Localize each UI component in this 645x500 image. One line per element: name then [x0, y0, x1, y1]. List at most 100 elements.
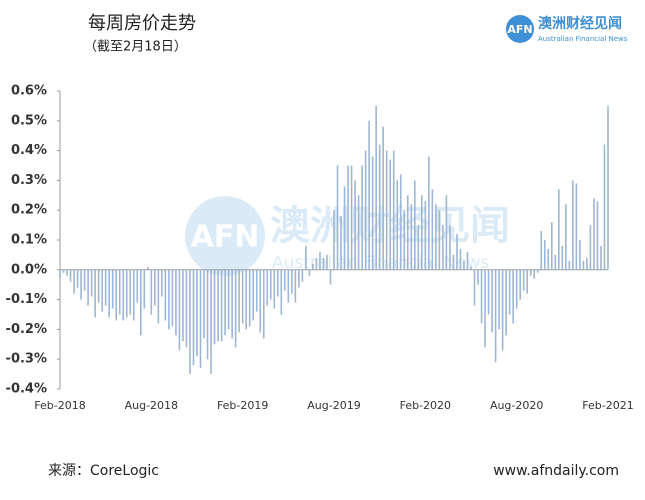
bar — [291, 269, 293, 294]
x-tick-label: Aug-2019 — [307, 399, 360, 412]
bar — [94, 269, 96, 318]
bar — [164, 269, 167, 321]
y-tick-label: 0.1% — [11, 233, 47, 248]
bar — [463, 260, 465, 270]
bar — [206, 269, 209, 360]
bar — [607, 105, 609, 270]
bar — [62, 269, 65, 273]
bar — [505, 269, 507, 336]
bar — [357, 195, 360, 270]
source: 来源：CoreLogic — [48, 463, 159, 479]
bar — [343, 186, 346, 270]
bar — [161, 269, 163, 297]
bar — [87, 269, 89, 306]
bar — [547, 248, 550, 270]
x-tick-label: Feb-2020 — [400, 399, 451, 412]
x-tick-label: Feb-2019 — [217, 399, 268, 412]
bar — [182, 269, 184, 342]
logo-en: Australian Financial News — [538, 35, 628, 43]
y-tick-label: 0.0% — [11, 262, 47, 277]
bar — [543, 240, 546, 270]
bar — [368, 120, 370, 270]
bar — [248, 269, 251, 327]
bar — [262, 269, 265, 339]
bar — [413, 180, 416, 270]
y-tick-label: 0.3% — [11, 173, 47, 188]
bar — [452, 254, 455, 270]
bar — [66, 269, 68, 276]
logo-circle — [506, 15, 534, 43]
bar — [364, 150, 367, 270]
bar — [487, 269, 490, 315]
bar — [220, 269, 223, 342]
bar — [378, 144, 381, 270]
bar — [399, 174, 402, 270]
bar — [108, 269, 110, 318]
bar — [129, 269, 132, 315]
bar — [438, 210, 441, 270]
bar — [396, 180, 399, 270]
bar — [371, 156, 374, 270]
bar — [593, 198, 595, 270]
bar — [456, 234, 458, 270]
chart-subtitle: （截至2月18日） — [84, 40, 187, 55]
watermark-mark: AFN — [191, 220, 260, 255]
bar — [80, 269, 82, 300]
bar — [308, 269, 311, 276]
bar — [210, 269, 212, 375]
y-tick-label: 0.2% — [11, 203, 47, 218]
bar — [382, 126, 384, 270]
bar — [470, 266, 472, 270]
bar — [231, 269, 233, 339]
bar — [171, 269, 174, 327]
bar — [424, 201, 427, 270]
bar — [484, 269, 486, 348]
bar — [477, 269, 479, 285]
bar — [213, 269, 216, 345]
bar — [269, 269, 272, 300]
bar — [417, 225, 420, 270]
bar — [340, 216, 342, 270]
site: www.afndaily.com — [493, 463, 619, 479]
bar — [350, 165, 353, 270]
bar — [273, 269, 276, 309]
bar — [501, 269, 504, 351]
bar — [238, 269, 240, 333]
bar — [329, 269, 332, 285]
bar — [582, 260, 585, 270]
bar — [508, 269, 511, 315]
bar — [406, 195, 409, 270]
bar — [326, 254, 328, 270]
bar — [431, 189, 434, 270]
bar — [596, 201, 599, 270]
bar — [196, 269, 198, 357]
x-tick-label: Feb-2018 — [34, 399, 85, 412]
bar — [354, 180, 356, 270]
bar — [147, 266, 149, 270]
bar — [157, 269, 160, 324]
bar — [97, 269, 100, 303]
bar — [284, 269, 286, 291]
bar — [245, 269, 247, 330]
y-tick-label: -0.2% — [6, 322, 47, 337]
bar — [449, 225, 451, 270]
bar — [375, 105, 377, 270]
bar — [589, 225, 592, 270]
bar — [280, 269, 283, 315]
bar — [192, 269, 195, 366]
x-tick-label: Feb-2021 — [582, 399, 633, 412]
bar — [73, 269, 75, 294]
bar — [241, 269, 244, 324]
bar — [572, 180, 574, 270]
y-tick-label: -0.4% — [6, 382, 47, 397]
bar — [276, 269, 279, 297]
x-tick-label: Aug-2018 — [125, 399, 178, 412]
bar — [498, 269, 500, 330]
bar — [227, 269, 230, 330]
bar — [150, 269, 153, 315]
y-tick-label: 0.5% — [11, 113, 47, 128]
bar — [168, 269, 170, 330]
bar — [494, 269, 497, 363]
